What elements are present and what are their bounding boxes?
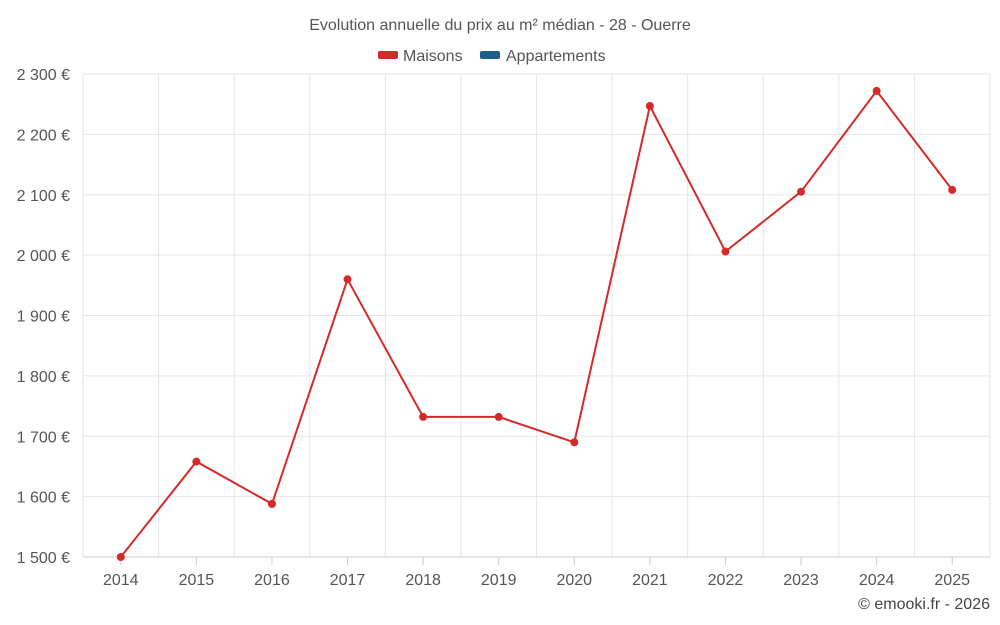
series-line-maisons bbox=[120, 89, 953, 558]
x-tick-label: 2016 bbox=[254, 572, 290, 589]
x-gridlines bbox=[82, 74, 991, 557]
data-point[interactable] bbox=[419, 412, 428, 421]
x-axis-ticks: 2014 2015 2016 2017 2018 2019 2020 2021 2022 2023… bbox=[103, 557, 970, 589]
y-axis-ticks: 1 500 € 1 600 € 1 700 € 1 800 € 1 900 € 2 000… bbox=[17, 67, 70, 567]
y-tick-label: 1 900 € bbox=[17, 309, 70, 326]
x-tick-label: 2018 bbox=[405, 572, 441, 589]
y-tick-label: 2 000 € bbox=[17, 248, 70, 265]
y-tick-label: 2 200 € bbox=[17, 127, 70, 144]
data-point[interactable] bbox=[872, 86, 881, 95]
x-tick-label: 2015 bbox=[179, 572, 215, 589]
x-tick-label: 2017 bbox=[330, 572, 366, 589]
legend-item-maisons[interactable]: Maisons bbox=[378, 48, 463, 65]
x-tick-label: 2014 bbox=[103, 572, 139, 589]
y-tick-label: 1 600 € bbox=[17, 490, 70, 507]
data-point[interactable] bbox=[116, 553, 125, 561]
data-point[interactable] bbox=[343, 275, 352, 284]
y-tick-label: 2 300 € bbox=[17, 67, 70, 84]
x-tick-label: 2022 bbox=[708, 572, 744, 589]
data-point[interactable] bbox=[267, 499, 276, 508]
data-point[interactable] bbox=[948, 185, 957, 194]
x-tick-label: 2025 bbox=[934, 572, 970, 589]
legend-swatch-appartements bbox=[480, 51, 500, 59]
y-tick-label: 1 500 € bbox=[17, 550, 70, 567]
y-tick-label: 2 100 € bbox=[17, 188, 70, 205]
x-tick-label: 2024 bbox=[859, 572, 895, 589]
credit: © emooki.fr - 2026 bbox=[858, 596, 990, 613]
data-point[interactable] bbox=[570, 438, 579, 447]
x-tick-label: 2020 bbox=[556, 572, 592, 589]
legend-swatch-maisons bbox=[378, 51, 398, 59]
legend-item-appartements[interactable]: Appartements bbox=[480, 48, 606, 65]
legend-label-appartements: Appartements bbox=[506, 48, 606, 65]
x-tick-label: 2023 bbox=[783, 572, 819, 589]
data-point[interactable] bbox=[645, 101, 654, 110]
x-tick-label: 2021 bbox=[632, 572, 668, 589]
y-tick-label: 1 800 € bbox=[17, 369, 70, 386]
data-point[interactable] bbox=[494, 412, 503, 421]
legend: Maisons Appartements bbox=[378, 48, 606, 65]
data-point[interactable] bbox=[797, 187, 806, 196]
chart-title: Evolution annuelle du prix au m² médian … bbox=[309, 17, 691, 34]
data-point[interactable] bbox=[721, 247, 730, 256]
y-tick-label: 1 700 € bbox=[17, 429, 70, 446]
x-tick-label: 2019 bbox=[481, 572, 517, 589]
series-maisons bbox=[116, 86, 957, 561]
data-point[interactable] bbox=[192, 457, 201, 466]
legend-label-maisons: Maisons bbox=[403, 48, 463, 65]
